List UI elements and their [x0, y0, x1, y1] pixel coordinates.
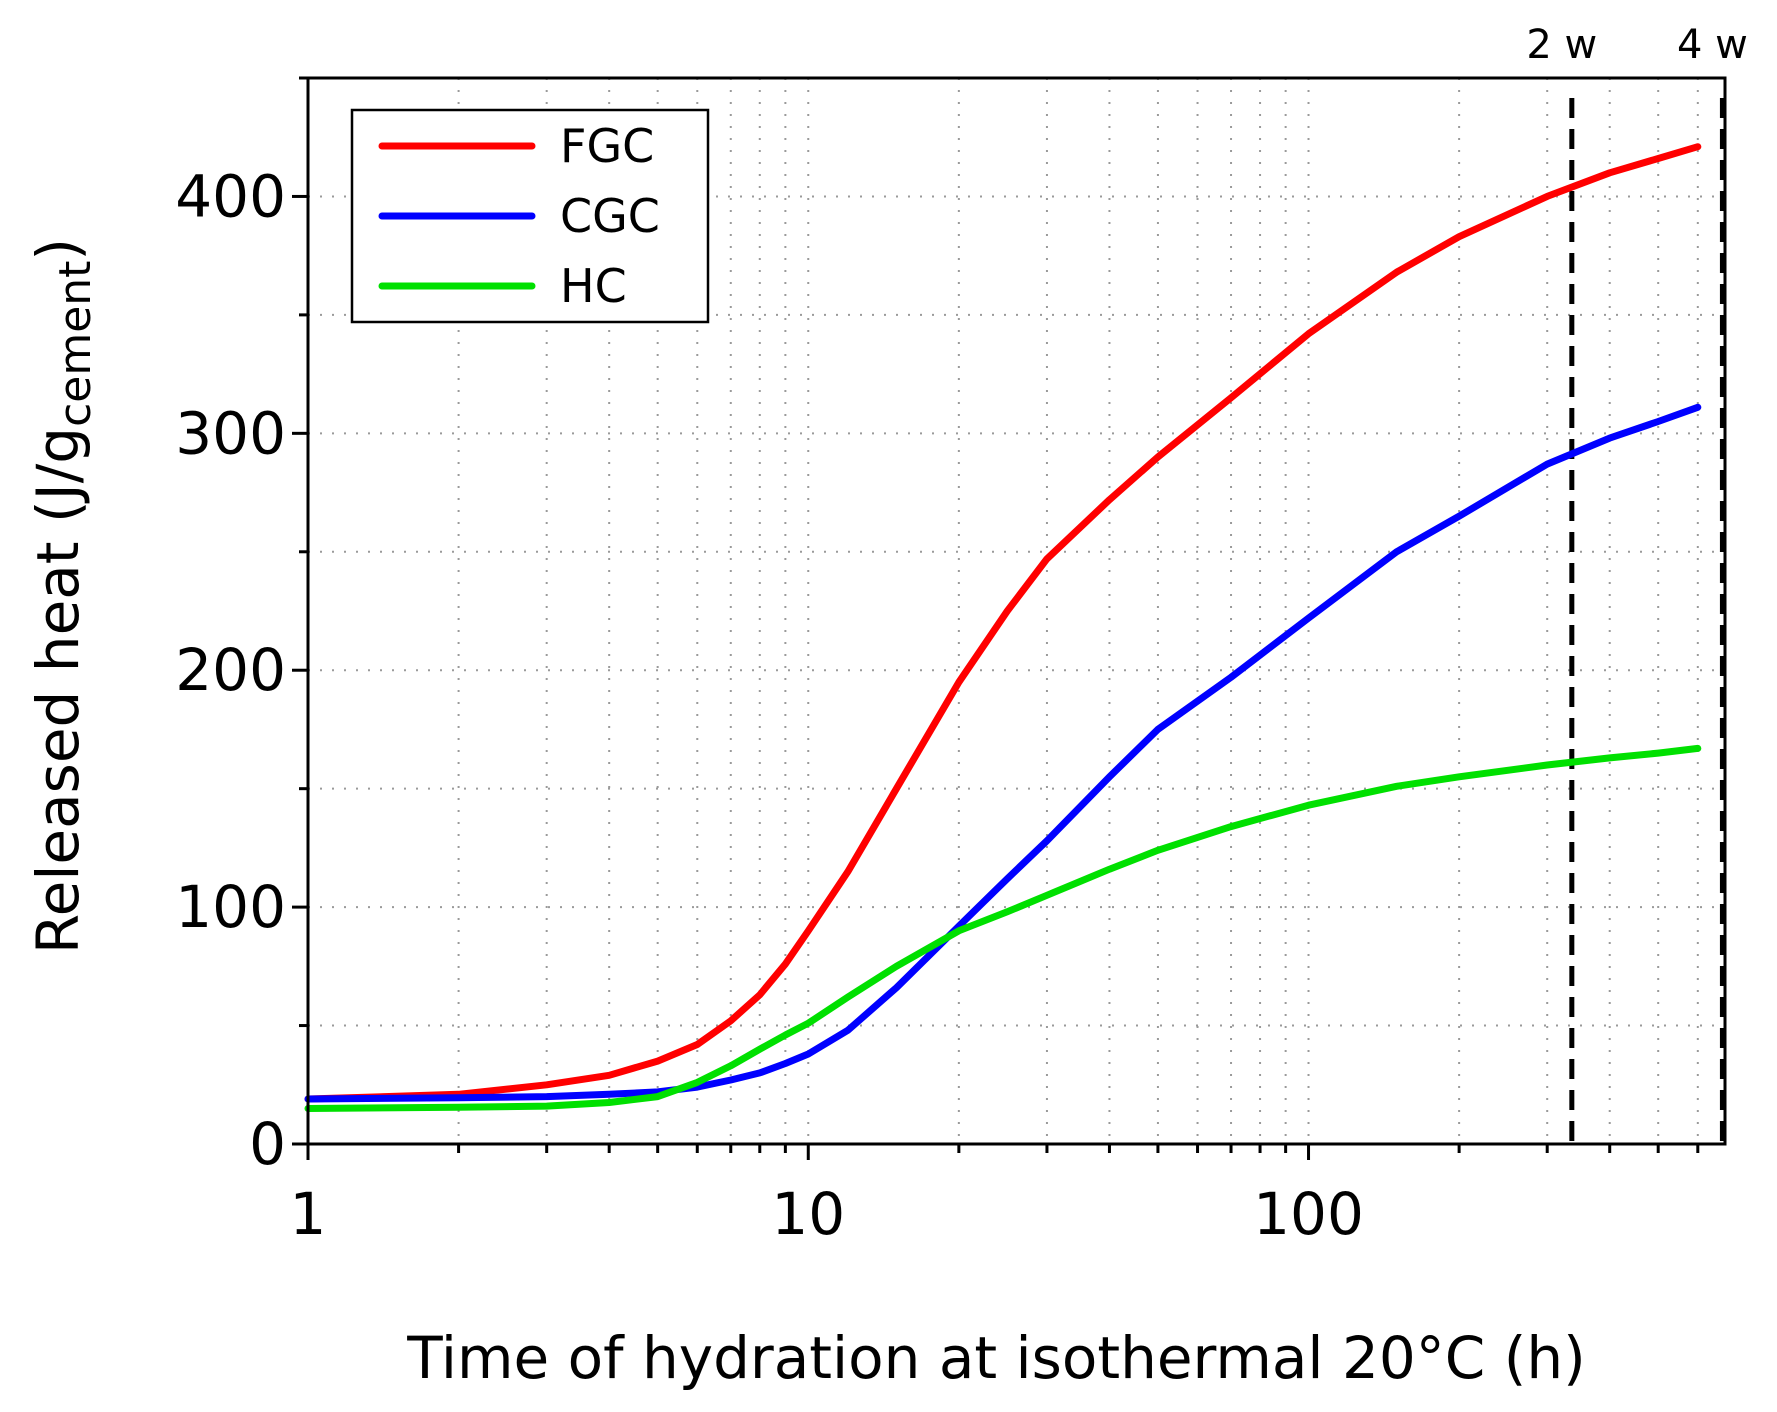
series-line-fgc: [304, 143, 1702, 1103]
y-axis-title: Released heat (J/gcement): [24, 238, 101, 954]
legend-label-hc: HC: [560, 259, 627, 313]
x-axis-title: Time of hydration at isothermal 20°C (h): [406, 1324, 1585, 1392]
y-tick-label: 100: [175, 873, 286, 941]
y-tick-label: 400: [175, 162, 286, 230]
reference-lines: 2 w 4 w: [1526, 22, 1748, 1144]
axis-ticks: 1 10 100 0 100 200 300 400: [175, 76, 1700, 1248]
y-axis-title-subscript: cement: [50, 261, 101, 427]
reference-label: 4 w: [1677, 22, 1748, 68]
x-tick-label: 10: [771, 1180, 845, 1248]
series-lines: [304, 143, 1702, 1112]
legend: FGC CGC HC: [350, 108, 710, 324]
y-tick-label: 300: [175, 399, 286, 467]
series-line-cgc: [304, 403, 1702, 1103]
x-tick-label: 100: [1253, 1180, 1364, 1248]
grid: [308, 78, 1725, 1144]
y-axis-title-main: Released heat (J/g: [24, 427, 92, 954]
x-tick-label: 1: [290, 1180, 327, 1248]
y-tick-label: 200: [175, 636, 286, 704]
series-line-hc: [304, 744, 1702, 1112]
y-tick-label: 0: [249, 1110, 286, 1178]
legend-label-cgc: CGC: [560, 189, 660, 243]
plot-frame: [306, 76, 1727, 1146]
legend-label-fgc: FGC: [560, 119, 654, 173]
reference-label: 2 w: [1526, 22, 1597, 68]
y-axis-title-close: ): [24, 238, 92, 261]
